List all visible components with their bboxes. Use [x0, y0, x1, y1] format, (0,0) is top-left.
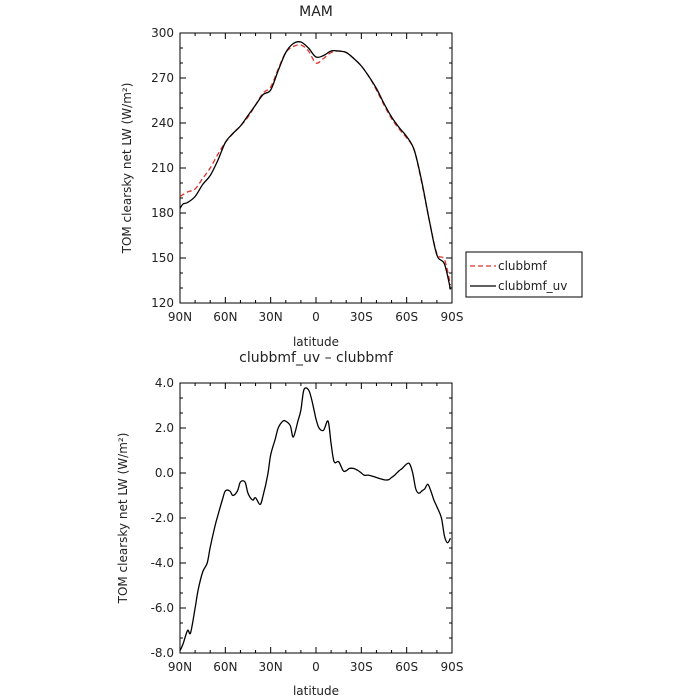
legend: clubbmf clubbmf_uv [465, 251, 583, 298]
x-tick-label: 0 [312, 310, 320, 324]
y-tick-label: 0.0 [155, 466, 174, 480]
bottom-y-tick-labels: -8.0 -6.0 -4.0 -2.0 0.0 2.0 4.0 [151, 376, 174, 660]
y-tick-label: -2.0 [151, 511, 174, 525]
y-tick-label: 120 [151, 296, 174, 310]
bottom-x-tick-labels: 90N 60N 30N 0 30S 60S 90S [168, 660, 464, 674]
legend-label-clubbmf: clubbmf [498, 259, 547, 273]
top-plot-frame [179, 32, 453, 304]
x-tick-label: 90S [441, 310, 464, 324]
bottom-x-axis-title: latitude [293, 684, 339, 698]
y-tick-label: -4.0 [151, 556, 174, 570]
y-tick-label: -6.0 [151, 601, 174, 615]
top-x-tick-labels: 90N 60N 30N 0 30S 60S 90S [168, 310, 464, 324]
top-chart-title: MAM [299, 4, 333, 20]
x-tick-label: 60N [213, 660, 237, 674]
x-tick-label: 60S [395, 660, 418, 674]
bottom-chart-title: clubbmf_uv – clubbmf [239, 350, 394, 366]
y-tick-label: 4.0 [155, 376, 174, 390]
top-y-tick-labels: 120 150 180 210 240 270 300 [151, 26, 174, 310]
y-tick-label: 2.0 [155, 421, 174, 435]
x-tick-label: 90S [441, 660, 464, 674]
top-series-group [179, 41, 452, 290]
y-tick-label: 300 [151, 26, 174, 40]
bottom-panel: clubbmf_uv – clubbmf 90N 60N 30N 0 30S 60S 90S… [116, 350, 463, 698]
y-tick-label: 270 [151, 71, 174, 85]
y-tick-label: 240 [151, 116, 174, 130]
y-tick-label: 210 [151, 161, 174, 175]
legend-box [465, 251, 583, 298]
top-x-axis-title: latitude [293, 335, 339, 349]
x-tick-label: 90N [168, 310, 192, 324]
bottom-y-axis-title: TOM clearsky net LW (W/m²) [116, 433, 130, 605]
series-line-difference [179, 387, 452, 652]
x-tick-label: 30N [259, 660, 283, 674]
legend-label-clubbmf-uv: clubbmf_uv [498, 279, 567, 293]
bottom-axes-ticks [179, 382, 453, 654]
x-tick-label: 30S [350, 660, 373, 674]
top-panel: MAM 90N 60N 30N 0 30S 60S 90S 120 150 180 210 240 2… [120, 4, 583, 349]
series-line-clubbmf [179, 44, 452, 286]
bottom-series-group [179, 387, 452, 652]
x-tick-label: 60N [213, 310, 237, 324]
top-axes-ticks [179, 32, 453, 304]
y-tick-label: 180 [151, 206, 174, 220]
y-tick-label: -8.0 [151, 646, 174, 660]
bottom-plot-frame [179, 382, 453, 654]
y-tick-label: 150 [151, 251, 174, 265]
x-tick-label: 0 [312, 660, 320, 674]
series-line-clubbmf-uv [179, 41, 452, 290]
x-tick-label: 90N [168, 660, 192, 674]
top-y-axis-title: TOM clearsky net LW (W/m²) [120, 83, 134, 255]
x-tick-label: 30N [259, 310, 283, 324]
x-tick-label: 30S [350, 310, 373, 324]
x-tick-label: 60S [395, 310, 418, 324]
